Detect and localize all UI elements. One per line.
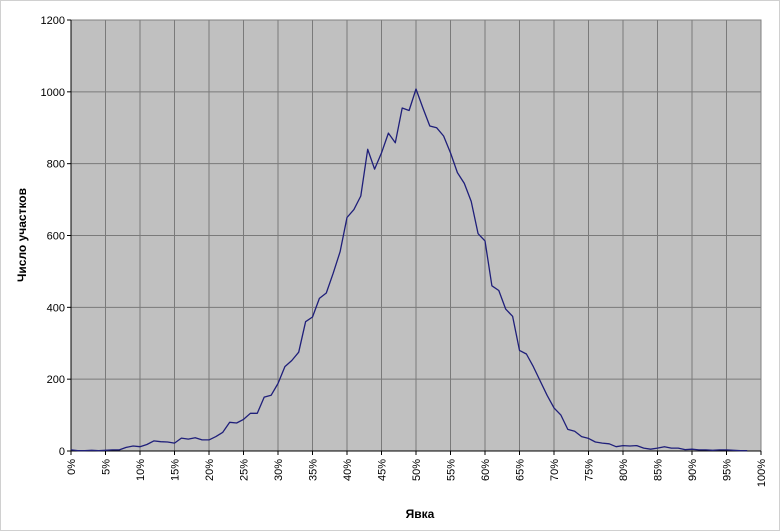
x-tick-label: 35% bbox=[308, 459, 320, 481]
y-tick-label: 0 bbox=[59, 446, 65, 458]
y-tick-label: 1000 bbox=[41, 87, 65, 99]
x-tick-label: 55% bbox=[446, 459, 458, 481]
x-tick-label: 75% bbox=[584, 459, 596, 481]
x-axis-ticks: 0% 5% 10% 15% 20% 25% 30% 35% 40% 45% 50% 55% 60% 65%… bbox=[66, 451, 768, 487]
x-axis-title: Явка bbox=[406, 507, 435, 521]
x-tick-label: 100% bbox=[756, 459, 768, 487]
x-tick-label: 30% bbox=[273, 459, 285, 481]
x-tick-label: 45% bbox=[377, 459, 389, 481]
x-tick-label: 25% bbox=[239, 459, 251, 481]
y-tick-label: 600 bbox=[47, 231, 65, 243]
x-tick-label: 5% bbox=[101, 459, 113, 475]
x-tick-label: 40% bbox=[342, 459, 354, 481]
y-tick-label: 200 bbox=[47, 374, 65, 386]
x-tick-label: 50% bbox=[411, 459, 423, 481]
y-tick-label: 1200 bbox=[41, 15, 65, 27]
x-tick-label: 15% bbox=[170, 459, 182, 481]
x-tick-label: 85% bbox=[653, 459, 665, 481]
y-axis-ticks: 0 200 400 600 800 1000 1200 bbox=[41, 15, 71, 458]
series-line bbox=[70, 88, 748, 452]
y-tick-label: 800 bbox=[47, 159, 65, 171]
x-tick-label: 65% bbox=[515, 459, 527, 481]
x-tick-label: 95% bbox=[722, 459, 734, 481]
x-tick-label: 0% bbox=[66, 459, 78, 475]
y-tick-label: 400 bbox=[47, 302, 65, 314]
y-axis-title: Число участков bbox=[15, 188, 29, 282]
x-tick-label: 70% bbox=[549, 459, 561, 481]
x-tick-label: 60% bbox=[480, 459, 492, 481]
x-tick-label: 80% bbox=[618, 459, 630, 481]
x-tick-label: 10% bbox=[135, 459, 147, 481]
x-tick-label: 90% bbox=[687, 459, 699, 481]
x-tick-label: 20% bbox=[204, 459, 216, 481]
gridlines bbox=[71, 20, 761, 451]
